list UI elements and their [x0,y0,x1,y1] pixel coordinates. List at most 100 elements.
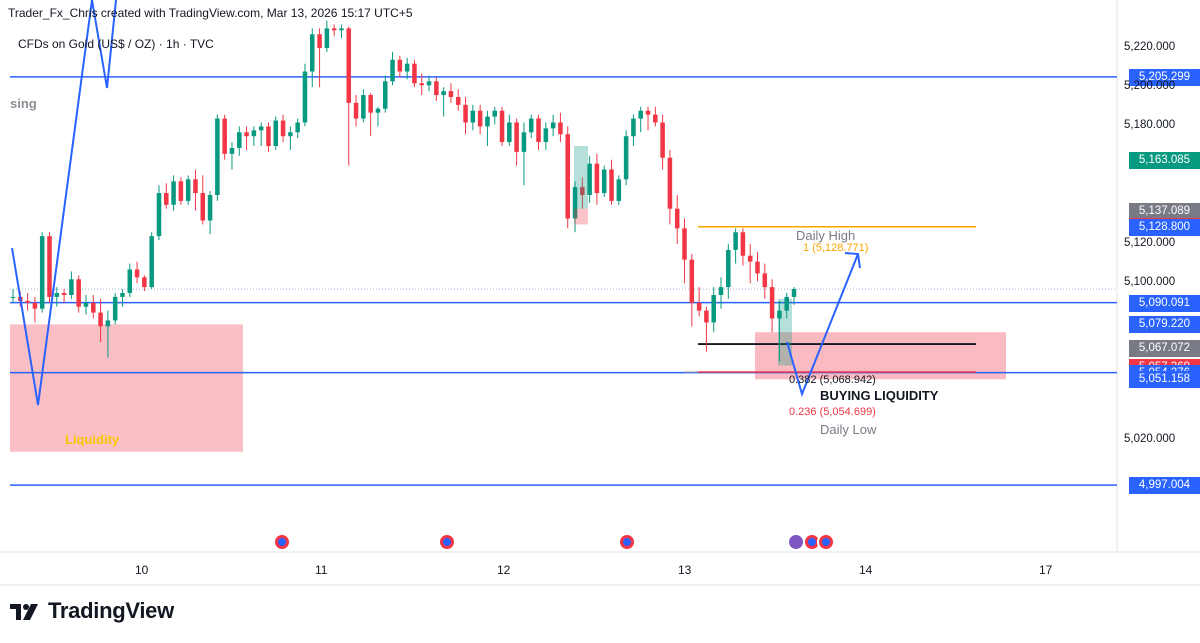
candle-body[interactable] [273,120,279,146]
candle-body[interactable] [54,293,60,297]
candle-body[interactable] [10,296,16,298]
candle-body[interactable] [616,179,622,201]
candle-body[interactable] [164,193,169,205]
candle-body[interactable] [528,118,534,133]
candle-body[interactable] [244,132,249,137]
candle-body[interactable] [718,287,724,295]
candle-body[interactable] [740,232,746,256]
candle-body[interactable] [185,179,191,201]
candle-body[interactable] [601,169,607,194]
candle-body[interactable] [631,118,636,137]
candle-body[interactable] [594,163,600,194]
candle-body[interactable] [412,63,417,84]
candle-body[interactable] [339,28,344,31]
candle-body[interactable] [368,95,373,113]
candle-body[interactable] [726,249,731,288]
candle-body[interactable] [280,120,286,137]
candle-body[interactable] [200,193,206,221]
candle-body[interactable] [91,302,96,313]
candle-body[interactable] [587,163,592,195]
candle-body[interactable] [645,110,651,115]
candle-body[interactable] [222,118,227,154]
candle-body[interactable] [193,179,198,194]
candle-body[interactable] [550,122,556,129]
candle-body[interactable] [156,193,162,237]
candle-body[interactable] [266,126,271,146]
candle-body[interactable] [69,279,74,295]
candle-body[interactable] [120,293,125,297]
candle-body[interactable] [361,95,366,119]
candle-body[interactable] [682,228,687,260]
candle-body[interactable] [667,157,673,209]
candle-body[interactable] [477,110,483,127]
candle-body[interactable] [83,302,89,307]
candle-body[interactable] [112,296,118,321]
candle-body[interactable] [784,296,789,311]
candle-body[interactable] [499,110,505,143]
candle-body[interactable] [733,232,738,250]
candle-body[interactable] [215,118,220,195]
candle-body[interactable] [127,269,133,293]
candle-body[interactable] [521,132,527,152]
candle-body[interactable] [251,130,257,137]
candle-body[interactable] [171,181,176,205]
candle-body[interactable] [331,28,337,31]
candle-body[interactable] [302,71,308,123]
symbol-title[interactable]: CFDs on Gold (US$ / OZ) · 1h · TVC [18,37,214,51]
candle-body[interactable] [492,110,498,117]
candle-body[interactable] [346,28,352,103]
candle-body[interactable] [61,293,67,295]
candle-body[interactable] [419,83,425,86]
candle-body[interactable] [711,294,716,323]
candle-body[interactable] [375,108,381,113]
candle-body[interactable] [755,261,760,274]
candle-body[interactable] [134,269,140,278]
candle-body[interactable] [653,114,658,123]
candle-body[interactable] [470,110,476,123]
candle-body[interactable] [142,277,147,288]
candle-body[interactable] [696,302,702,311]
candle-body[interactable] [353,102,359,119]
candle-body[interactable] [25,300,30,303]
projection-arrow[interactable] [786,253,859,398]
candle-body[interactable] [674,208,680,229]
candle-body[interactable] [317,34,322,48]
candle-body[interactable] [791,289,797,297]
candle-body[interactable] [39,236,45,309]
candle-body[interactable] [507,122,512,143]
candle-body[interactable] [258,126,264,131]
candle-body[interactable] [32,302,38,309]
drawn-zigzag-path[interactable] [11,0,117,406]
candle-body[interactable] [747,255,753,262]
candle-body[interactable] [777,310,782,319]
candle-body[interactable] [382,81,388,109]
candle-body[interactable] [514,122,519,152]
candle-body[interactable] [397,59,403,72]
candle-body[interactable] [565,134,570,219]
candle-body[interactable] [404,63,410,72]
event-bolt-icon[interactable] [787,533,805,551]
candle-body[interactable] [623,136,629,180]
candle-body[interactable] [448,91,454,97]
candle-body[interactable] [543,128,549,143]
candle-body[interactable] [660,122,665,158]
candle-body[interactable] [536,118,541,143]
candle-body[interactable] [295,122,300,133]
candle-body[interactable] [704,310,709,323]
candle-body[interactable] [441,91,446,96]
candle-body[interactable] [434,81,439,96]
candle-body[interactable] [762,273,768,288]
candle-body[interactable] [178,181,184,201]
candle-body[interactable] [558,122,563,135]
candle-body[interactable] [105,320,111,327]
candle-body[interactable] [689,259,695,303]
candle-body[interactable] [638,110,643,119]
candle-body[interactable] [572,187,578,219]
candle-body[interactable] [769,287,775,319]
candle-body[interactable] [288,132,293,137]
candle-body[interactable] [485,116,490,127]
candle-body[interactable] [580,187,585,195]
candle-body[interactable] [149,236,154,288]
candle-body[interactable] [463,104,468,123]
